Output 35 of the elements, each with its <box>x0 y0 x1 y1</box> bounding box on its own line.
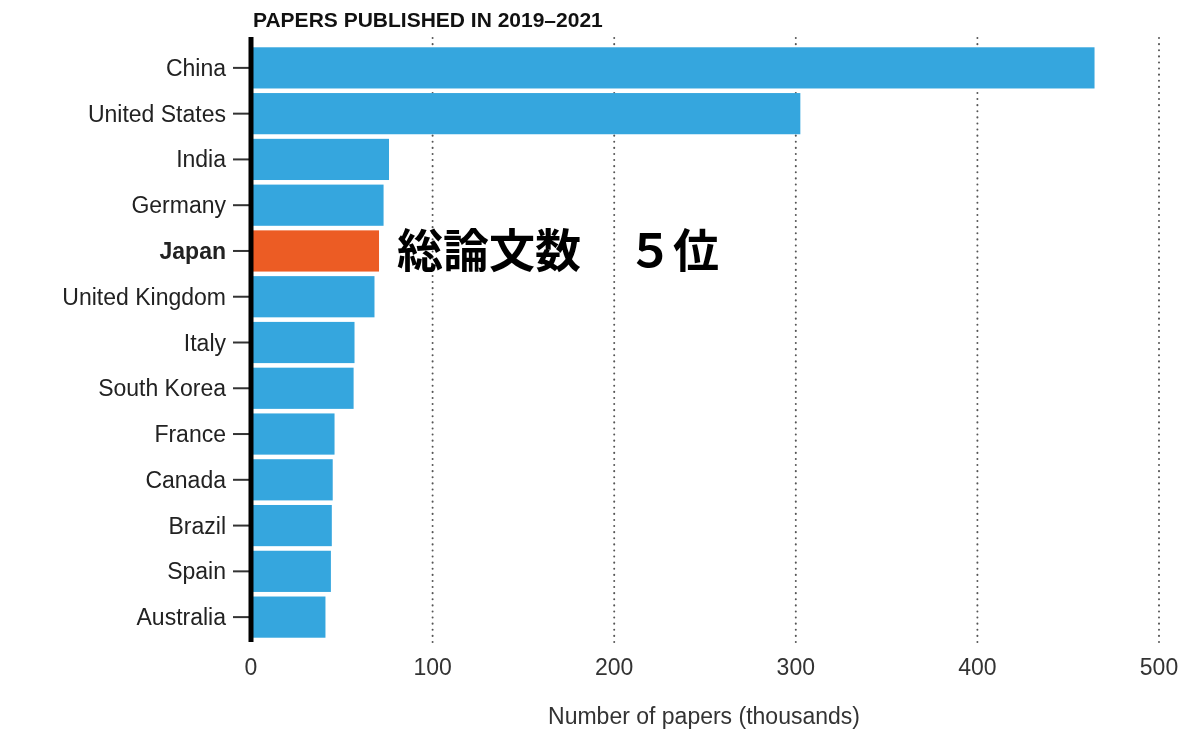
y-tick-label: Brazil <box>168 512 226 539</box>
y-tick-label: Germany <box>131 192 227 219</box>
bar <box>251 321 355 364</box>
bar <box>251 550 331 592</box>
bar <box>251 504 332 547</box>
bar <box>251 367 354 409</box>
y-tick-label: United States <box>87 100 226 127</box>
y-tick-label: South Korea <box>98 375 227 402</box>
y-tick-label: Australia <box>136 604 227 631</box>
bar <box>251 230 380 272</box>
x-tick-label: 0 <box>244 654 258 680</box>
bar <box>251 47 1095 89</box>
y-tick-label: Canada <box>145 466 227 493</box>
chart-title: PAPERS PUBLISHED IN 2019–2021 <box>253 8 604 31</box>
y-tick-label: Italy <box>183 329 227 356</box>
x-axis-title: Number of papers (thousands) <box>548 703 860 729</box>
x-tick-label: 200 <box>595 654 634 680</box>
y-tick-label: Spain <box>167 558 226 585</box>
y-tick-label: United Kingdom <box>62 283 226 310</box>
x-tick-label: 500 <box>1139 654 1179 680</box>
y-tick-label: Japan <box>159 237 226 264</box>
y-tick-label: France <box>154 421 226 448</box>
x-tick-label: 300 <box>776 654 815 680</box>
bar <box>251 138 390 181</box>
bar <box>251 184 384 226</box>
y-tick-label: India <box>176 146 227 173</box>
bar <box>251 93 801 135</box>
bar <box>251 413 335 455</box>
bar <box>251 596 326 638</box>
x-tick-label: 100 <box>413 654 452 680</box>
bar <box>251 276 375 318</box>
x-tick-label: 400 <box>958 654 997 680</box>
annotation: 総論文数 ５位 <box>397 213 720 280</box>
bar <box>251 459 333 501</box>
y-tick-label: China <box>165 54 227 81</box>
